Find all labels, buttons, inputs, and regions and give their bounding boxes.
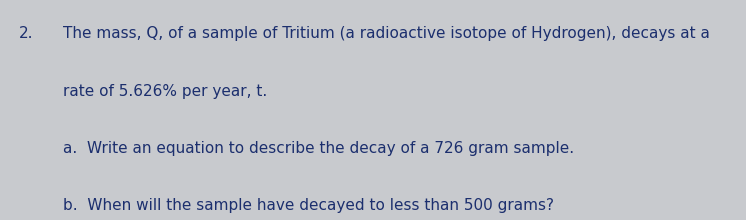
Text: b.  When will the sample have decayed to less than 500 grams?: b. When will the sample have decayed to …	[63, 198, 554, 213]
Text: rate of 5.626% per year, t.: rate of 5.626% per year, t.	[63, 84, 268, 99]
Text: a.  Write an equation to describe the decay of a 726 gram sample.: a. Write an equation to describe the dec…	[63, 141, 574, 156]
Text: The mass, Q, of a sample of Tritium (a radioactive isotope of Hydrogen), decays : The mass, Q, of a sample of Tritium (a r…	[63, 26, 710, 41]
Text: 2.: 2.	[19, 26, 33, 41]
